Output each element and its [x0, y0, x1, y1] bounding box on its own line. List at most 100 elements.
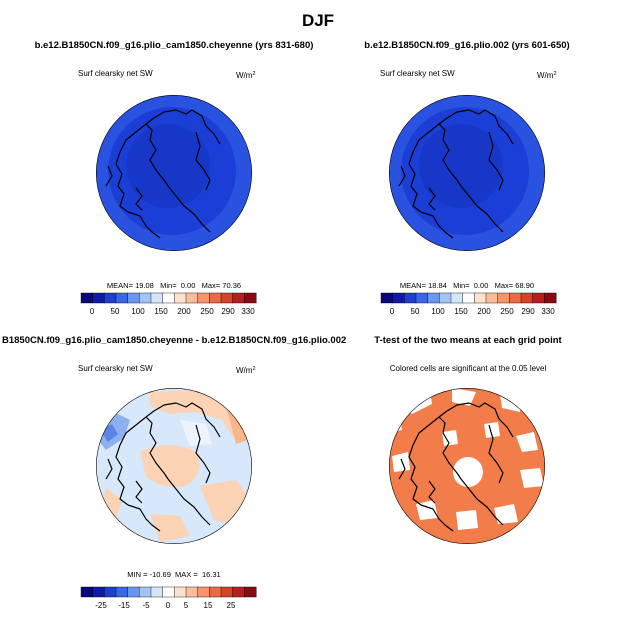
colorbar-swatch — [232, 586, 245, 598]
panel-1-colorbar-ticks: 0 50 100 150 200 250 290 330 — [90, 307, 255, 316]
colorbar-swatch — [485, 292, 499, 304]
panel-1-min-label: Min= — [160, 281, 177, 290]
colorbar-swatch — [150, 586, 164, 598]
colorbar-swatch — [509, 292, 522, 304]
colorbar-swatch — [185, 586, 199, 598]
panel-2-tick: 290 — [521, 307, 535, 316]
panel-1-mean-label: MEAN= — [107, 281, 134, 290]
panel-3-stats: MIN = -10.69 MAX = 16.31 — [127, 570, 220, 579]
panel-4-gap — [389, 416, 402, 432]
panel-1: b.e12.B1850CN.f09_g16.plio_cam1850.cheye… — [35, 40, 314, 316]
panel-4: T-test of the two means at each grid poi… — [374, 335, 563, 544]
panel-3-max-label: MAX = — [175, 570, 198, 579]
colorbar-swatch — [115, 586, 129, 598]
colorbar-swatch — [415, 292, 429, 304]
panel-2-colorbar — [380, 292, 557, 304]
colorbar-swatch — [220, 586, 234, 598]
panel-1-tick: 0 — [90, 307, 95, 316]
panel-2-units-exp: 2 — [553, 71, 556, 77]
colorbar-swatch — [439, 292, 452, 304]
colorbar-swatch — [244, 586, 257, 598]
colorbar-swatch — [532, 292, 545, 304]
colorbar-swatch — [150, 292, 164, 304]
colorbar-swatch — [80, 586, 94, 598]
panel-1-tick: 250 — [200, 307, 214, 316]
panel-1-map — [96, 95, 252, 251]
panel-1-units: W/m2 — [236, 71, 256, 80]
panel-2-title: b.e12.B1850CN.f09_g16.plio.002 (yrs 601-… — [364, 40, 569, 51]
panel-4-gap — [520, 468, 544, 488]
panel-3-min-label: MIN = — [127, 570, 148, 579]
panel-2-min-label: Min= — [453, 281, 470, 290]
colorbar-swatch — [462, 292, 475, 304]
panel-1-tick: 290 — [221, 307, 235, 316]
colorbar-swatch — [197, 586, 210, 598]
panel-3-min-value: -10.69 — [150, 570, 171, 579]
colorbar-swatch — [220, 292, 234, 304]
colorbar-swatch — [139, 586, 152, 598]
panel-2-min-value: 0.00 — [474, 281, 489, 290]
colorbar-swatch — [92, 586, 105, 598]
panel-2-mean-label: MEAN= — [400, 281, 427, 290]
panel-3-max-value: 16.31 — [202, 570, 221, 579]
colorbar-swatch — [127, 292, 140, 304]
colorbar-swatch — [104, 586, 117, 598]
colorbar-swatch — [244, 292, 257, 304]
panel-4-gap — [516, 432, 538, 452]
panel-1-tick: 50 — [111, 307, 120, 316]
colorbar-swatch — [392, 292, 405, 304]
panel-2-tick: 50 — [411, 307, 420, 316]
colorbar-swatch — [197, 292, 210, 304]
colorbar-swatch — [450, 292, 464, 304]
colorbar-swatch — [139, 292, 152, 304]
colorbar-swatch — [380, 292, 394, 304]
panel-1-tick: 330 — [241, 307, 255, 316]
panel-4-coastlines — [398, 402, 514, 532]
panel-4-map — [389, 388, 545, 544]
panel-2-tick: 150 — [454, 307, 468, 316]
panel-3-tick: 5 — [184, 601, 189, 610]
panel-3-units-exp: 2 — [252, 366, 255, 372]
panel-4-polar-gap — [453, 457, 483, 487]
colorbar-swatch — [209, 586, 222, 598]
panel-1-units-base: W/m — [236, 71, 253, 80]
panel-1-tick: 150 — [154, 307, 168, 316]
panel-4-variable: Colored cells are significant at the 0.0… — [390, 364, 547, 373]
panel-2-max-label: Max= — [495, 281, 514, 290]
panel-3-positive-patch — [150, 514, 190, 542]
colorbar-swatch — [232, 292, 245, 304]
panel-3-colorbar-ticks: -25 -15 -5 0 5 15 25 — [95, 601, 236, 610]
panel-2-variable: Surf clearsky net SW — [380, 69, 455, 78]
panel-3-tick: 15 — [204, 601, 213, 610]
panel-3-units-base: W/m — [236, 366, 253, 375]
panel-2-core-field — [419, 124, 503, 208]
panel-1-title: b.e12.B1850CN.f09_g16.plio_cam1850.cheye… — [35, 40, 314, 51]
panel-3-tick: -15 — [118, 601, 130, 610]
panel-3-tick: 25 — [227, 601, 236, 610]
panel-1-colorbar — [80, 292, 257, 304]
figure-title: DJF — [302, 11, 334, 30]
panel-1-tick: 200 — [177, 307, 191, 316]
panel-2-max-value: 68.90 — [515, 281, 534, 290]
panel-2-stats: MEAN= 18.84 Min= 0.00 Max= 68.90 — [400, 281, 534, 290]
panel-2-tick: 100 — [431, 307, 445, 316]
panel-2-units: W/m2 — [537, 71, 557, 80]
panel-3-tick: -5 — [142, 601, 150, 610]
panel-3-title: B1850CN.f09_g16.plio_cam1850.cheyenne - … — [2, 335, 346, 346]
panel-2: b.e12.B1850CN.f09_g16.plio.002 (yrs 601-… — [364, 40, 569, 316]
panel-4-gap — [494, 504, 518, 524]
panel-2-units-base: W/m — [537, 71, 554, 80]
colorbar-swatch — [474, 292, 487, 304]
panel-4-gap — [442, 430, 458, 446]
colorbar-swatch — [80, 292, 94, 304]
colorbar-swatch — [185, 292, 199, 304]
panel-4-gap — [392, 452, 410, 472]
panel-4-gap — [456, 510, 478, 530]
panel-3-map — [96, 388, 252, 544]
panel-1-coastlines — [105, 109, 221, 239]
panel-2-tick: 200 — [477, 307, 491, 316]
colorbar-swatch — [162, 586, 175, 598]
panel-2-mean-value: 18.84 — [428, 281, 447, 290]
panel-3-variable: Surf clearsky net SW — [78, 364, 153, 373]
panel-3-negative-patch — [180, 420, 212, 446]
